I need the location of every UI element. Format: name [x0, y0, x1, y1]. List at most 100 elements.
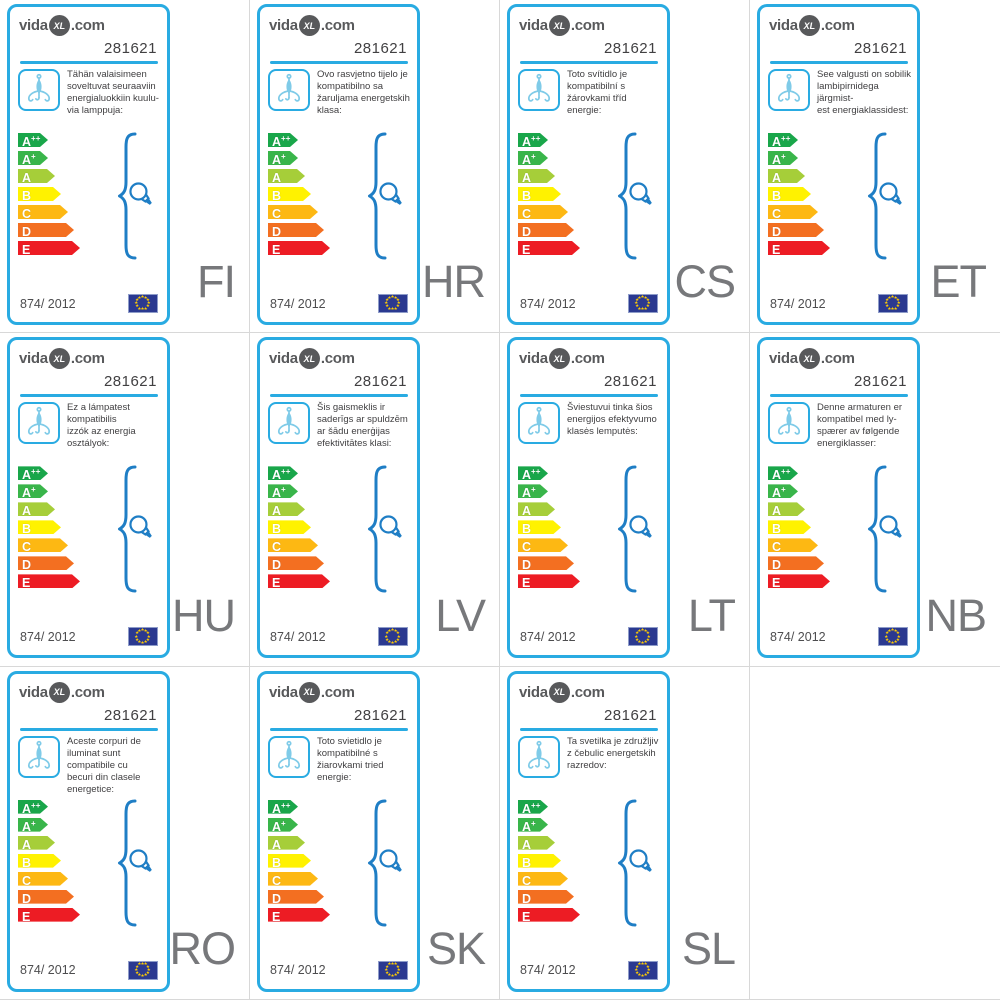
chandelier-icon	[18, 735, 60, 778]
compatibility-info-row: Ovo rasvjetno tijelo je kompatibilno sa …	[268, 69, 413, 117]
brace-icon	[368, 799, 387, 927]
energy-class-bar-d: D	[518, 890, 574, 904]
regulation-number: 874/ 2012	[20, 629, 76, 644]
vidaxl-logo: vida XL .com	[519, 348, 605, 370]
compatibility-text: Aceste corpuri de iluminat sunt compatib…	[67, 735, 141, 795]
light-bulb-icon	[379, 515, 402, 539]
card-footer: 874/ 2012 ★ ★ ★ ★ ★ ★ ★ ★ ★ ★ ★ ★	[270, 294, 408, 313]
energy-class-label: C	[522, 207, 532, 221]
label-cell: vida XL .com 281621	[750, 333, 1000, 667]
energy-class-bar-ap: A+	[268, 151, 298, 165]
energy-class-label: C	[272, 873, 282, 888]
energy-class-label: E	[22, 576, 31, 591]
energy-class-label: A	[22, 171, 32, 185]
logo-xl-badge-icon: XL	[298, 348, 320, 370]
energy-label-card: vida XL .com 281621	[257, 670, 420, 992]
regulation-number: 874/ 2012	[770, 296, 826, 311]
energy-class-label: A+	[522, 151, 536, 167]
energy-scale: A++ A+ A B C D E	[18, 798, 167, 930]
energy-class-label: A+	[22, 818, 36, 834]
logo-text-vida: vida	[519, 17, 548, 34]
energy-class-label: A++	[22, 133, 41, 149]
product-number: 281621	[353, 373, 407, 391]
label-cell: vida XL .com 281621	[750, 0, 1000, 334]
energy-class-bar-ap: A+	[518, 484, 548, 498]
energy-scale: A++ A+ A B C D E	[268, 464, 417, 596]
energy-class-label: A+	[772, 151, 786, 167]
language-code: SL	[681, 923, 736, 974]
brace-icon	[618, 799, 637, 927]
energy-class-bars: A++ A+ A B C D E	[268, 800, 330, 926]
energy-class-label: C	[522, 873, 532, 888]
energy-class-label: A+	[22, 151, 36, 167]
regulation-number: 874/ 2012	[770, 629, 826, 644]
logo-text-com: .com	[320, 683, 355, 701]
vidaxl-logo: vida XL .com	[269, 15, 355, 36]
logo-text-vida: vida	[519, 683, 548, 701]
energy-class-bar-ap: A+	[268, 818, 298, 832]
energy-label-card: vida XL .com 281621	[7, 670, 170, 992]
energy-class-label: A++	[522, 467, 541, 483]
energy-class-label: E	[272, 909, 281, 924]
energy-class-label: B	[272, 189, 282, 203]
energy-class-bar-app: A++	[268, 800, 298, 814]
brace-icon	[118, 465, 137, 593]
energy-class-bar-app: A++	[518, 466, 548, 480]
energy-class-label: B	[522, 855, 532, 870]
brace-icon	[868, 465, 887, 593]
energy-class-bar-e: E	[518, 241, 580, 255]
light-bulb-icon	[129, 515, 152, 539]
energy-class-bar-a: A	[268, 169, 305, 183]
eu-flag-icon: ★ ★ ★ ★ ★ ★ ★ ★ ★ ★ ★ ★	[628, 294, 658, 313]
brace-icon	[368, 132, 387, 260]
energy-class-bars: A++ A+ A B C D E	[268, 133, 330, 259]
energy-scale: A++ A+ A B C D E	[268, 798, 417, 930]
energy-class-label: C	[22, 540, 32, 555]
label-cell: vida XL .com 281621	[250, 0, 500, 334]
energy-class-label: A++	[22, 467, 41, 483]
logo-xl-badge-icon: XL	[798, 348, 820, 370]
product-number: 281621	[603, 373, 657, 391]
divider-line	[20, 61, 158, 64]
energy-class-bar-ap: A+	[768, 151, 798, 165]
energy-class-bar-app: A++	[18, 133, 48, 147]
logo-text-com: .com	[320, 17, 355, 34]
energy-class-bar-a: A	[18, 169, 55, 183]
language-code: RO	[169, 923, 236, 974]
card-footer: 874/ 2012 ★ ★ ★ ★ ★ ★ ★ ★ ★ ★ ★ ★	[520, 960, 658, 980]
card-footer: 874/ 2012 ★ ★ ★ ★ ★ ★ ★ ★ ★ ★ ★ ★	[770, 294, 908, 313]
brace-icon	[368, 465, 387, 593]
divider-line	[520, 727, 658, 731]
light-bulb-icon	[129, 182, 152, 205]
light-bulb-icon	[879, 515, 902, 539]
label-cell: vida XL .com 281621	[500, 0, 750, 334]
energy-class-bar-a: A	[518, 836, 555, 850]
energy-class-label: A+	[272, 485, 286, 501]
energy-class-label: D	[22, 558, 32, 573]
compatibility-info-row: Šviestuvui tinka šios energijos efektyvu…	[518, 402, 663, 445]
compatibility-text: Tähän valaisimeen soveltuvat seuraaviin …	[67, 69, 159, 116]
product-number: 281621	[103, 373, 157, 391]
energy-class-label: E	[772, 576, 781, 591]
energy-class-label: D	[522, 891, 532, 906]
vidaxl-logo: vida XL .com	[19, 681, 105, 703]
vidaxl-logo: vida XL .com	[19, 348, 105, 370]
logo-xl-badge-icon: XL	[298, 15, 320, 36]
regulation-number: 874/ 2012	[520, 963, 576, 978]
energy-class-bar-b: B	[518, 520, 561, 534]
energy-class-label: D	[522, 225, 532, 239]
product-number: 281621	[853, 373, 907, 391]
language-code: HR	[422, 256, 486, 308]
energy-class-label: E	[522, 909, 531, 924]
card-footer: 874/ 2012 ★ ★ ★ ★ ★ ★ ★ ★ ★ ★ ★ ★	[520, 627, 658, 647]
energy-class-bar-e: E	[18, 908, 80, 922]
compatibility-text: Denne armaturen er kompatibel med ly- sp…	[817, 402, 903, 450]
light-bulb-icon	[629, 515, 652, 539]
energy-class-label: A++	[272, 800, 291, 816]
logo-text-vida: vida	[269, 350, 298, 368]
energy-class-label: A	[22, 837, 32, 852]
energy-class-bar-b: B	[18, 854, 61, 868]
energy-class-bar-ap: A+	[518, 818, 548, 832]
energy-class-label: A+	[272, 818, 286, 834]
energy-class-bars: A++ A+ A B C D E	[768, 133, 830, 259]
